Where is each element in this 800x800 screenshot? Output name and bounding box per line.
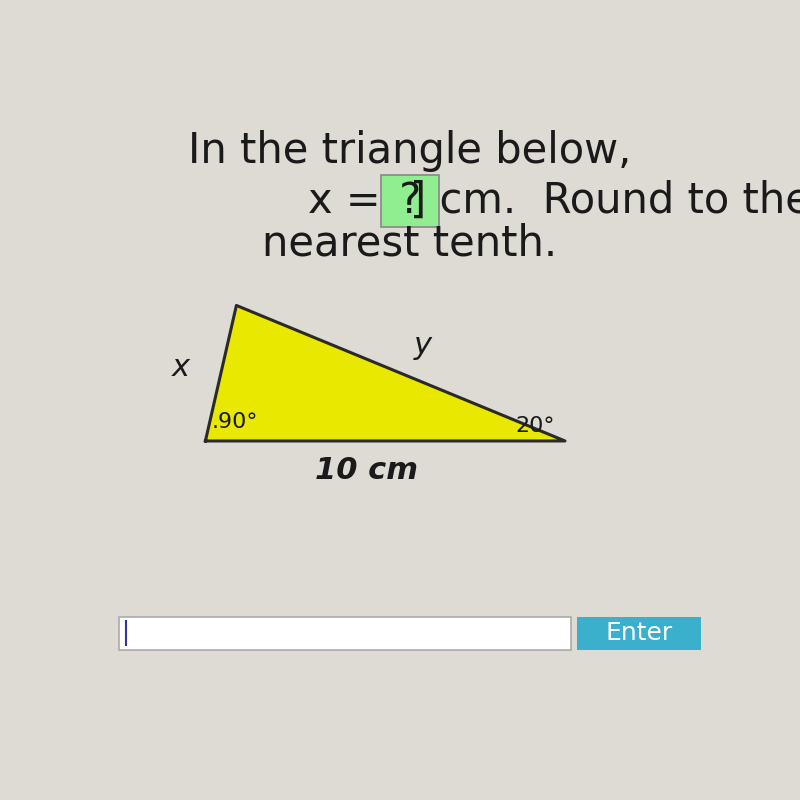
FancyBboxPatch shape <box>118 617 571 650</box>
Text: 10 cm: 10 cm <box>315 456 418 486</box>
Text: In the triangle below,: In the triangle below, <box>188 130 632 173</box>
Text: ?: ? <box>386 180 434 222</box>
Text: x = [: x = [ <box>308 180 410 222</box>
Text: .90°: .90° <box>211 412 258 432</box>
Text: x: x <box>172 353 190 382</box>
Text: nearest tenth.: nearest tenth. <box>262 223 558 265</box>
Text: Enter: Enter <box>606 622 673 646</box>
Text: ] cm.  Round to the: ] cm. Round to the <box>410 180 800 222</box>
FancyBboxPatch shape <box>578 617 702 650</box>
Text: y: y <box>414 331 431 360</box>
Text: 20°: 20° <box>515 416 555 436</box>
Polygon shape <box>206 306 565 441</box>
